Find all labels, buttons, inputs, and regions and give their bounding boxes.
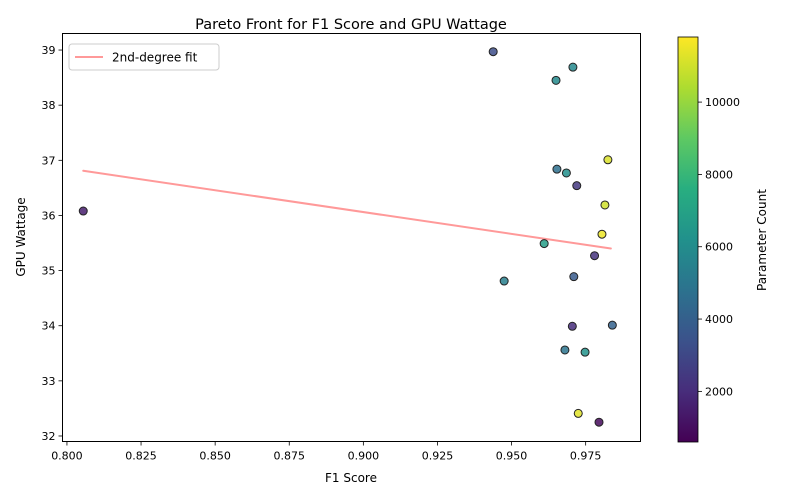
data-point [580,347,590,357]
data-point [590,251,600,261]
colorbar-tick-label: 8000 [705,168,733,181]
y-tick-label: 36 [42,209,56,222]
colorbar-label: Parameter Count [755,189,769,291]
colorbar [677,36,699,443]
x-tick-label: 0.900 [348,450,380,463]
data-point [569,272,579,282]
plot-frame [62,33,641,442]
y-tick-label: 38 [42,99,56,112]
x-tick-label: 0.925 [422,450,454,463]
x-tick-label: 0.825 [125,450,157,463]
data-point [572,181,582,191]
data-point [552,164,562,174]
colorbar-tick-label: 6000 [705,241,733,254]
x-axis-label: F1 Score [325,471,377,485]
data-point [600,200,610,210]
data-point [488,47,498,57]
data-point [603,155,613,165]
chart-title: Pareto Front for F1 Score and GPU Wattag… [195,17,507,33]
y-tick-label: 39 [42,44,56,57]
data-point [561,168,571,178]
colorbar-tick-label: 4000 [705,313,733,326]
y-tick-label: 33 [42,375,56,388]
y-tick-label: 32 [42,430,56,443]
colorbar-tick-label: 10000 [705,96,740,109]
data-point [78,206,88,216]
fit-line [82,169,612,250]
y-tick-label: 34 [42,320,56,333]
y-tick-label: 37 [42,154,56,167]
x-tick-label: 0.950 [496,450,528,463]
data-point [499,276,509,286]
data-point [607,320,617,330]
y-tick-label: 35 [42,265,56,278]
data-point [573,408,583,418]
colorbar-tick-label: 2000 [705,385,733,398]
x-tick-label: 0.875 [274,450,306,463]
legend: 2nd-degree fit [68,43,220,71]
data-point [567,321,577,331]
data-point [568,62,578,72]
data-point [551,75,561,85]
x-tick-label: 0.850 [199,450,231,463]
x-tick-label: 0.975 [570,450,602,463]
legend-fit-label: 2nd-degree fit [112,51,198,65]
data-point [560,345,570,355]
legend-box [68,43,220,71]
data-point [594,417,604,427]
data-point [597,229,607,239]
x-tick-label: 0.800 [51,450,83,463]
data-point [539,239,549,249]
y-axis-label: GPU Wattage [14,197,28,276]
